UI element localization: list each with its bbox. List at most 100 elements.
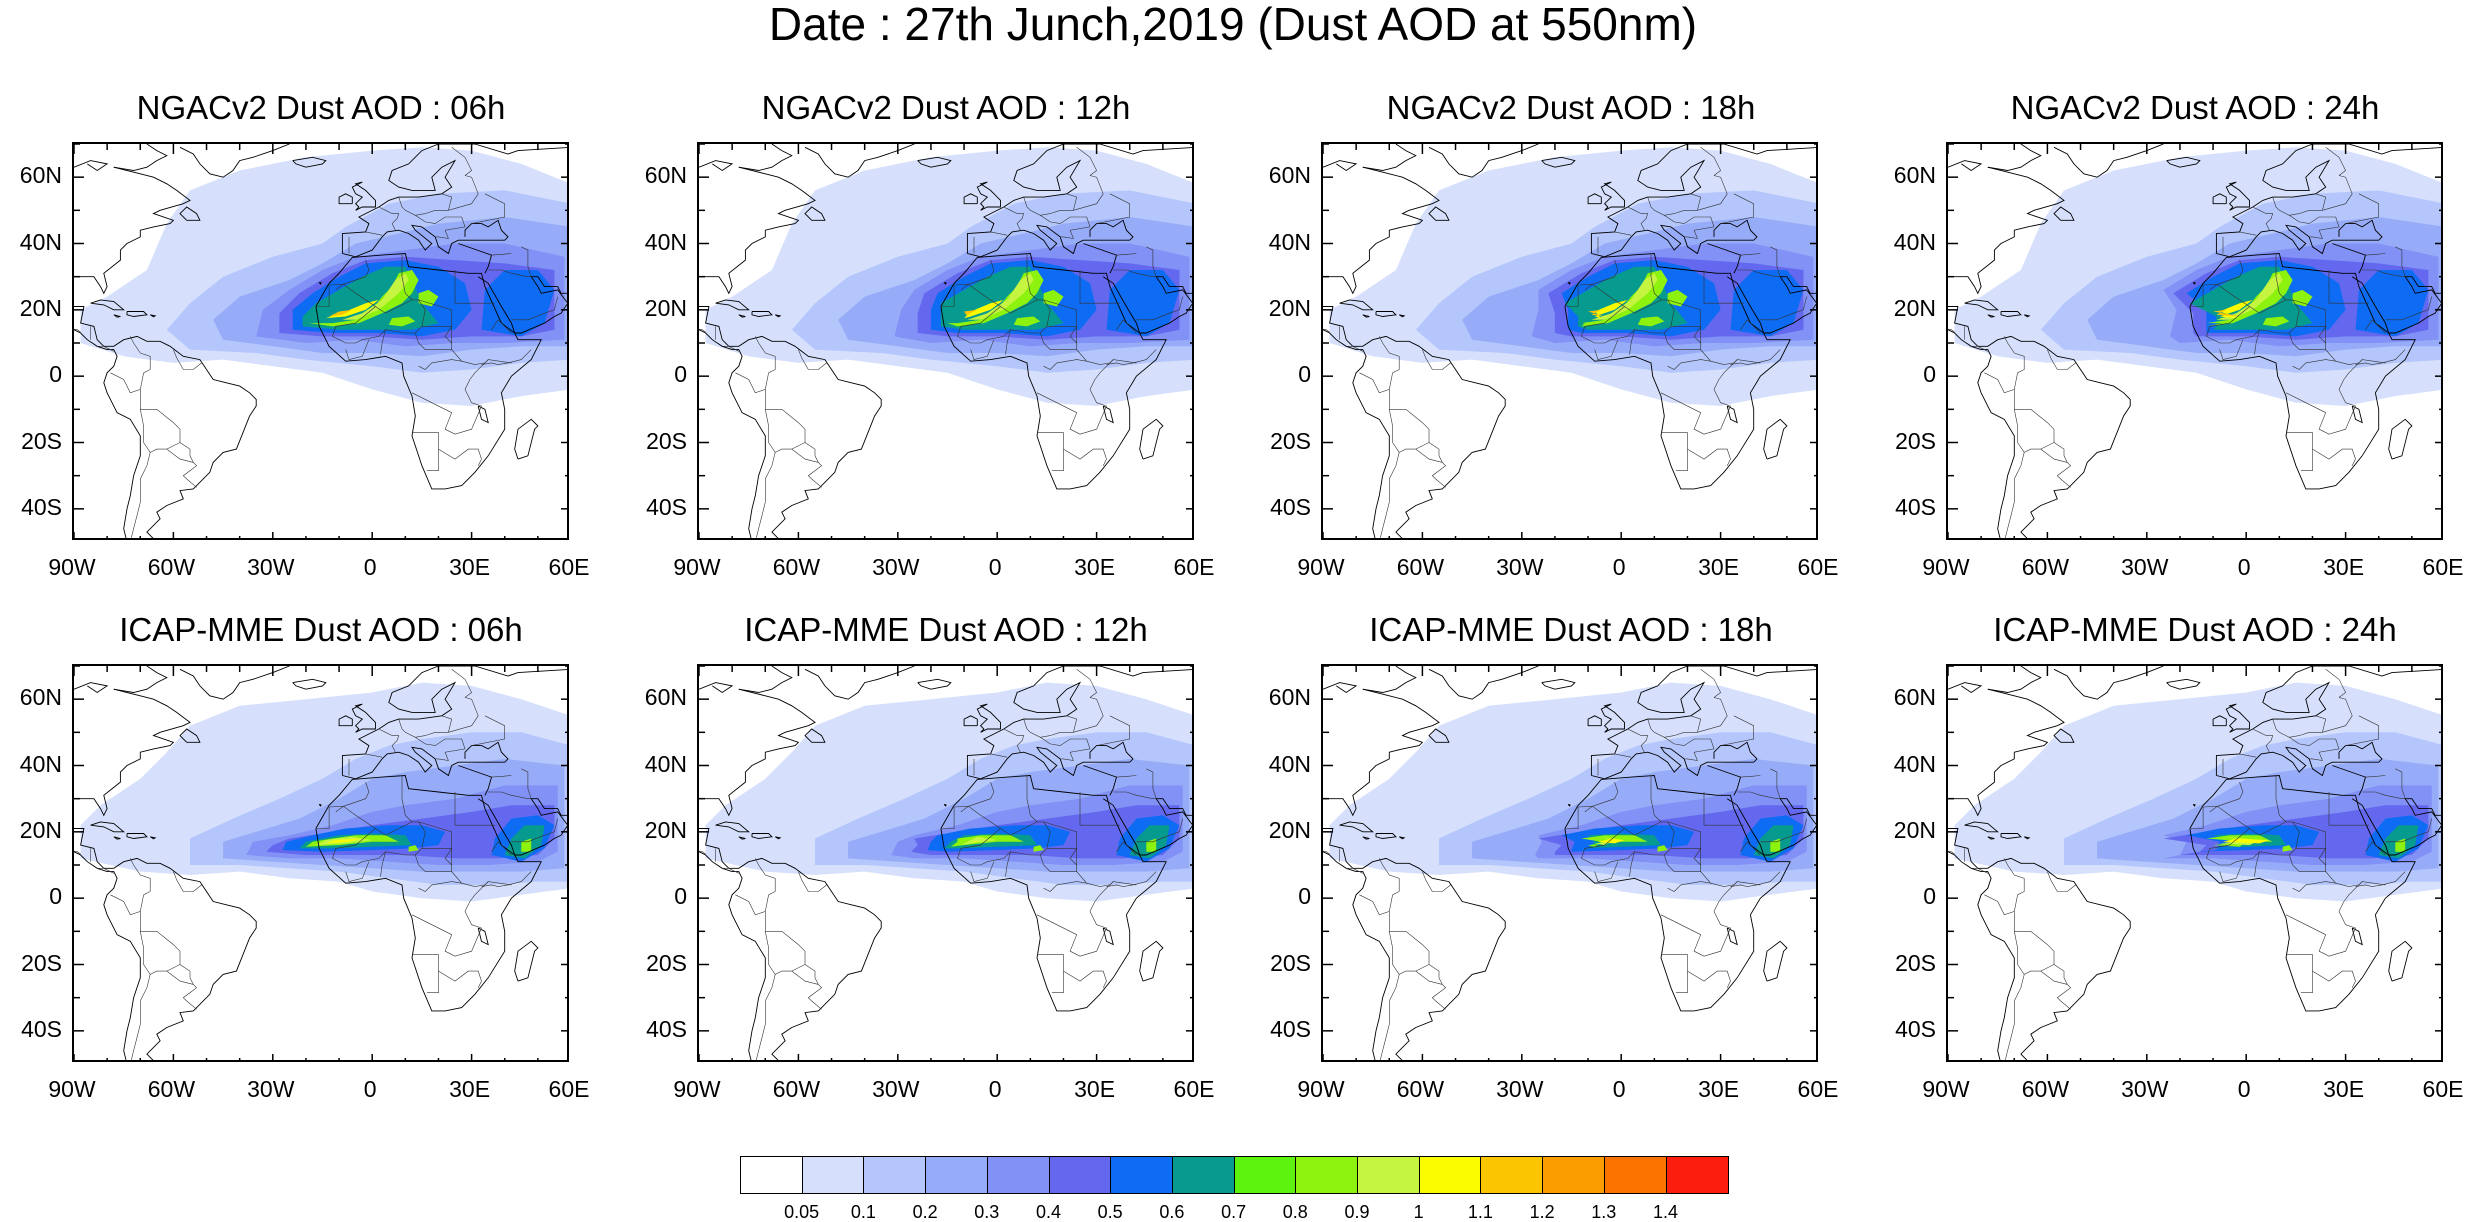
- coastline: [2023, 836, 2031, 840]
- aod-contour: [1033, 845, 1044, 852]
- country-border: [2219, 861, 2244, 882]
- country-border: [2014, 911, 2018, 965]
- country-border: [2345, 193, 2380, 224]
- country-border: [1323, 850, 1330, 855]
- colorbar-tick-label: 0.05: [784, 1202, 820, 1222]
- country-border: [2285, 881, 2363, 957]
- coastline: [1428, 728, 1450, 743]
- country-border: [418, 881, 462, 892]
- aod-contour: [1598, 838, 1625, 844]
- coastline: [1323, 166, 1440, 295]
- country-border: [1581, 828, 1665, 866]
- lat-label: 40S: [21, 493, 62, 520]
- country-border: [1740, 775, 1761, 778]
- country-border: [1046, 326, 1078, 344]
- coastline: [804, 666, 915, 700]
- lon-label: 30W: [247, 1076, 295, 1102]
- country-border: [2206, 306, 2290, 344]
- lon-label: 90W: [48, 554, 96, 580]
- coastline: [338, 715, 353, 727]
- country-border: [2004, 974, 2025, 1060]
- aod-contour: [1657, 845, 1668, 852]
- country-border: [2365, 775, 2386, 778]
- country-border: [1113, 269, 1157, 277]
- country-border: [1079, 792, 1120, 826]
- coastline: [1339, 299, 1374, 311]
- country-border: [454, 270, 495, 304]
- colorbar-tick-label: 0.5: [1097, 1202, 1123, 1222]
- country-border: [411, 881, 489, 957]
- coastline: [1948, 306, 2131, 538]
- country-border: [957, 828, 1041, 866]
- aod-contour: [1667, 289, 1688, 307]
- coastline: [1564, 253, 1791, 490]
- coastline: [1964, 821, 1999, 833]
- coastline: [1362, 144, 1417, 171]
- coastline: [1948, 166, 2065, 295]
- coastline: [917, 156, 952, 168]
- coastline: [477, 405, 489, 424]
- country-border: [1720, 715, 1755, 746]
- country-border: [1043, 359, 1087, 370]
- country-border: [791, 970, 823, 1010]
- country-border: [345, 861, 370, 882]
- country-border: [798, 871, 827, 892]
- country-border: [2209, 782, 2244, 813]
- country-border: [1627, 206, 1649, 231]
- country-border: [332, 828, 416, 866]
- lat-label: 40N: [644, 228, 687, 255]
- country-border: [990, 231, 1008, 236]
- colorbar-swatch: [1048, 1156, 1112, 1194]
- colorbar-tick-label: 0.7: [1221, 1202, 1247, 1222]
- lat-label: 0: [674, 883, 687, 910]
- country-border: [957, 306, 1041, 344]
- country-border: [1096, 193, 1131, 224]
- coastline: [458, 765, 493, 796]
- coastline: [1339, 821, 1374, 833]
- colorbar-swatch: [1233, 1156, 1297, 1194]
- coastline: [1102, 405, 1114, 424]
- country-border: [1389, 930, 1430, 975]
- coastline: [1587, 715, 1602, 727]
- coastline: [2225, 181, 2250, 211]
- country-border: [960, 260, 995, 291]
- country-border: [755, 974, 776, 1060]
- country-border: [804, 964, 819, 985]
- country-border: [2189, 805, 2386, 887]
- lon-label: 0: [988, 554, 1002, 580]
- coastline: [943, 803, 947, 807]
- lat-label: 60N: [1893, 684, 1936, 711]
- coastline: [751, 311, 773, 317]
- lat-label: 0: [49, 361, 62, 388]
- coastline: [738, 144, 793, 171]
- country-border: [940, 805, 1137, 887]
- country-border: [755, 858, 776, 896]
- lon-label: 60E: [548, 554, 590, 580]
- lat-label: 40N: [644, 750, 687, 777]
- map-frame: [72, 664, 569, 1062]
- country-border: [765, 389, 769, 443]
- coastline: [967, 219, 1134, 258]
- country-border: [1581, 306, 1665, 344]
- country-border: [1036, 881, 1114, 957]
- lat-label: 40N: [1893, 750, 1936, 777]
- coastline: [2351, 276, 2441, 334]
- lon-label: 60W: [772, 554, 821, 580]
- country-border: [722, 346, 739, 352]
- coastline: [126, 311, 148, 317]
- lat-label: 20S: [1270, 427, 1311, 454]
- coastline: [1948, 160, 1983, 172]
- coastline: [179, 144, 290, 178]
- country-border: [1650, 775, 1662, 823]
- country-border: [1046, 848, 1078, 866]
- country-border: [411, 359, 489, 435]
- country-border: [1629, 329, 1635, 355]
- country-border: [380, 329, 386, 355]
- colorbar-swatch: [925, 1156, 989, 1194]
- coastline: [1102, 276, 1192, 334]
- country-border: [1650, 253, 1662, 301]
- coastline: [113, 666, 168, 693]
- lon-label: 0: [363, 554, 377, 580]
- lat-label: 20N: [19, 816, 62, 843]
- coastline: [699, 682, 734, 694]
